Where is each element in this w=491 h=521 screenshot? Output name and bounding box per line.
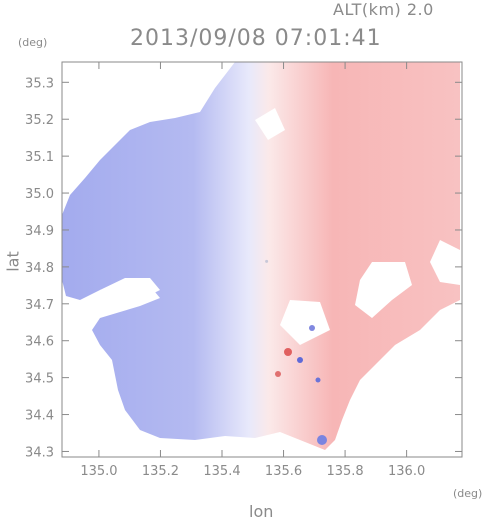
radar-center-marker [265, 259, 269, 263]
y-axis: 35.3 35.2 35.1 35.0 34.9 34.8 34.7 34.6 34.5 34.4… [25, 76, 462, 460]
echo-cell [309, 325, 315, 331]
y-tick-label: 35.3 [25, 76, 54, 91]
y-tick-label: 34.7 [25, 298, 54, 313]
echo-gap [100, 278, 160, 305]
altitude-label: ALT(km) 2.0 [333, 0, 434, 19]
y-tick-label: 35.2 [25, 113, 54, 128]
x-axis-label: lon [249, 502, 274, 521]
y-tick-label: 35.1 [25, 150, 54, 165]
echo-field [62, 62, 460, 450]
echo-gap [355, 262, 412, 318]
datetime-label: 2013/09/08 07:01:41 [130, 26, 382, 51]
x-axis: 135.0 135.2 135.4 135.6 135.8 136.0 [80, 62, 425, 479]
y-tick-label: 34.3 [25, 445, 54, 460]
echo-cell [275, 371, 281, 377]
x-tick-label: 136.0 [388, 464, 425, 479]
y-axis-unit: (deg) [18, 36, 48, 49]
x-tick-label: 135.0 [80, 464, 117, 479]
y-tick-label: 34.9 [25, 224, 54, 239]
plot-frame [61, 61, 463, 458]
echo-cell [315, 377, 321, 383]
x-axis-unit: (deg) [453, 487, 483, 500]
echo-cell [317, 435, 327, 445]
x-tick-label: 135.2 [142, 464, 179, 479]
y-tick-label: 34.8 [25, 261, 54, 276]
echo-cell [284, 348, 292, 356]
y-tick-label: 35.0 [25, 187, 54, 202]
y-tick-label: 34.6 [25, 335, 54, 350]
echo-cell [297, 357, 303, 363]
x-tick-label: 135.8 [326, 464, 363, 479]
echo-gap [280, 300, 330, 345]
echo-gap [430, 240, 460, 285]
y-tick-label: 34.4 [25, 409, 54, 424]
y-tick-label: 34.5 [25, 372, 54, 387]
x-tick-label: 135.6 [265, 464, 302, 479]
echo-gap [255, 108, 285, 140]
x-tick-label: 135.4 [203, 464, 240, 479]
echo-region [62, 62, 460, 450]
